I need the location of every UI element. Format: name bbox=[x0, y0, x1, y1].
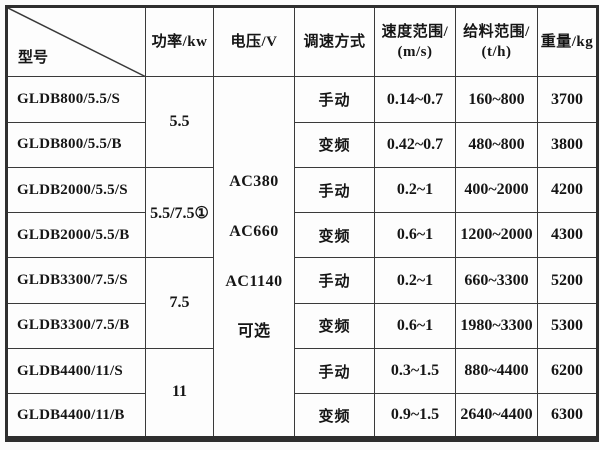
model-cell: GLDB3300/7.5/B bbox=[6, 302, 146, 349]
model-cell: GLDB4400/11/B bbox=[6, 393, 146, 440]
power-group-cell: 5.5/7.5① bbox=[145, 166, 214, 259]
feed-range-cell: 660~3300 bbox=[455, 257, 538, 304]
speed-range-cell: 0.9~1.5 bbox=[374, 393, 456, 440]
speed-range-cell: 0.6~1 bbox=[374, 302, 456, 349]
feed-range-cell: 1200~2000 bbox=[455, 212, 538, 259]
speed-range-cell: 0.6~1 bbox=[374, 212, 456, 259]
model-cell: GLDB2000/5.5/S bbox=[6, 166, 146, 214]
power-group-cell: 5.5 bbox=[145, 76, 214, 168]
feed-range-cell: 2640~4400 bbox=[455, 393, 538, 440]
power-group-cell: 7.5 bbox=[145, 257, 214, 349]
feed-range-label-line1: 给料范围/ bbox=[463, 23, 530, 40]
voltage-line: AC660 bbox=[229, 222, 279, 240]
speed-range-cell: 0.14~0.7 bbox=[374, 76, 456, 123]
speed-range-cell: 0.42~0.7 bbox=[374, 121, 456, 168]
voltage-options-cell: AC380 AC660 AC1140 可选 bbox=[213, 76, 295, 440]
table-row: GLDB800/5.5/B 变频 0.42~0.7 480~800 3800 bbox=[6, 121, 598, 168]
speed-mode-cell: 手动 bbox=[294, 347, 375, 395]
power-group-cell: 11 bbox=[145, 347, 214, 440]
speed-mode-cell: 变频 bbox=[294, 121, 375, 168]
feed-range-cell: 160~800 bbox=[455, 76, 538, 123]
weight-cell: 6300 bbox=[537, 393, 598, 440]
table-row: GLDB2000/5.5/B 变频 0.6~1 1200~2000 4300 bbox=[6, 212, 598, 259]
table-row: GLDB2000/5.5/S 5.5/7.5① 手动 0.2~1 400~200… bbox=[6, 166, 598, 259]
speed-mode-cell: 变频 bbox=[294, 212, 375, 259]
header-cell-feed-range: 给料范围/ (t/h) bbox=[455, 5, 538, 78]
spec-table: 型号 功率/kw 电压/V 调速方式 速度范围/ (m/s) 给料范围/ (t/… bbox=[5, 5, 599, 442]
speed-mode-cell: 手动 bbox=[294, 76, 375, 123]
weight-cell: 5300 bbox=[537, 302, 598, 349]
weight-cell: 4200 bbox=[537, 166, 598, 214]
weight-cell: 4300 bbox=[537, 212, 598, 259]
model-cell: GLDB800/5.5/B bbox=[6, 121, 146, 168]
weight-cell: 5200 bbox=[537, 257, 598, 304]
speed-range-label-line2: (m/s) bbox=[397, 44, 433, 61]
speed-mode-cell: 变频 bbox=[294, 302, 375, 349]
feed-range-cell: 480~800 bbox=[455, 121, 538, 168]
speed-mode-cell: 手动 bbox=[294, 257, 375, 304]
model-cell: GLDB3300/7.5/S bbox=[6, 257, 146, 304]
weight-cell: 3800 bbox=[537, 121, 598, 168]
model-header-label: 型号 bbox=[18, 50, 49, 67]
speed-range-label-line1: 速度范围/ bbox=[381, 23, 449, 40]
header-cell-weight: 重量/kg bbox=[537, 5, 598, 78]
weight-cell: 3700 bbox=[537, 76, 598, 123]
table-row: GLDB4400/11/S 11 手动 0.3~1.5 880~4400 620… bbox=[6, 347, 598, 440]
feed-range-cell: 1980~3300 bbox=[455, 302, 538, 349]
header-cell-speed-range: 速度范围/ (m/s) bbox=[374, 5, 456, 78]
voltage-line: AC380 bbox=[229, 172, 279, 190]
header-cell-voltage: 电压/V bbox=[213, 5, 295, 78]
table-row: GLDB4400/11/B 变频 0.9~1.5 2640~4400 6300 bbox=[6, 393, 598, 440]
header-cell-power: 功率/kw bbox=[145, 5, 214, 78]
table-row: GLDB3300/7.5/B 变频 0.6~1 1980~3300 5300 bbox=[6, 302, 598, 349]
speed-mode-cell: 手动 bbox=[294, 166, 375, 214]
table-row: GLDB800/5.5/S 5.5 AC380 AC660 AC1140 可选 … bbox=[6, 76, 598, 440]
speed-range-cell: 0.2~1 bbox=[374, 166, 456, 214]
header-row: 型号 功率/kw 电压/V 调速方式 速度范围/ (m/s) 给料范围/ (t/… bbox=[6, 5, 598, 78]
table-row: GLDB3300/7.5/S 7.5 手动 0.2~1 660~3300 520… bbox=[6, 257, 598, 349]
feed-range-cell: 400~2000 bbox=[455, 166, 538, 214]
feed-range-label-line2: (t/h) bbox=[481, 44, 512, 61]
weight-cell: 6200 bbox=[537, 347, 598, 395]
feed-range-cell: 880~4400 bbox=[455, 347, 538, 395]
voltage-line: AC1140 bbox=[225, 272, 283, 290]
header-cell-speed-mode: 调速方式 bbox=[294, 5, 375, 78]
speed-mode-cell: 变频 bbox=[294, 393, 375, 440]
voltage-line: 可选 bbox=[237, 322, 271, 340]
speed-range-cell: 0.2~1 bbox=[374, 257, 456, 304]
diagonal-divider-line bbox=[8, 8, 145, 76]
model-cell: GLDB4400/11/S bbox=[6, 347, 146, 395]
header-cell-model: 型号 bbox=[6, 5, 146, 78]
speed-range-cell: 0.3~1.5 bbox=[374, 347, 456, 395]
model-cell: GLDB2000/5.5/B bbox=[6, 212, 146, 259]
model-cell: GLDB800/5.5/S bbox=[6, 76, 146, 123]
